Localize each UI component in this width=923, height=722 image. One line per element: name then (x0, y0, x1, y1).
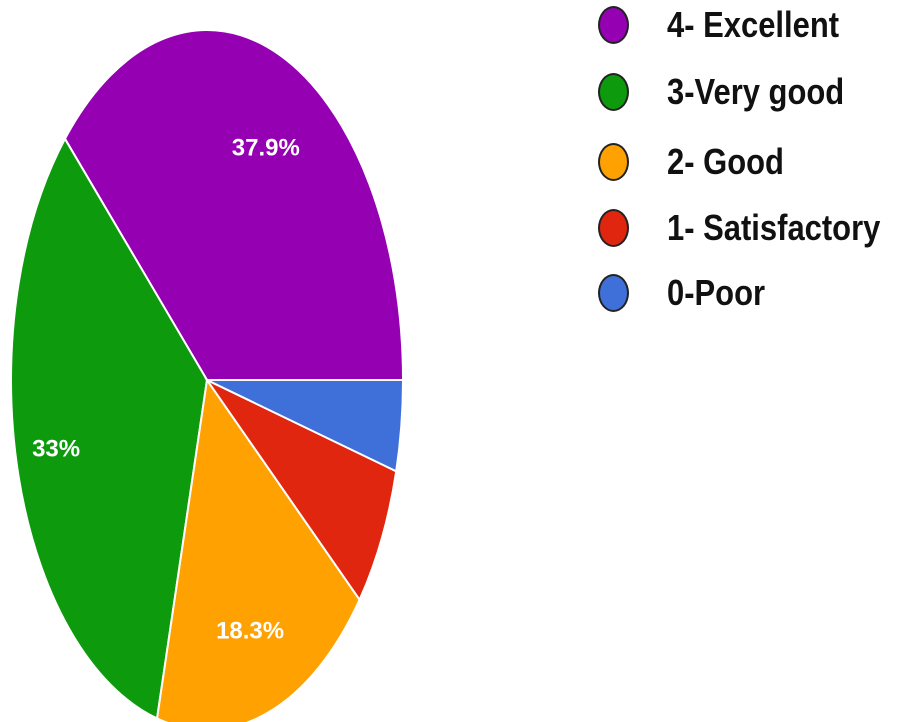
legend-marker-poor (598, 274, 629, 312)
legend-label-satisfactory: 1- Satisfactory (667, 207, 881, 248)
legend-item-satisfactory: 1- Satisfactory (598, 207, 915, 248)
legend-item-very-good: 3-Very good (598, 71, 915, 112)
legend-label-very-good: 3-Very good (667, 71, 845, 112)
legend-label-excellent: 4- Excellent (667, 4, 840, 45)
slice-satisfactory (204, 377, 398, 602)
slice-very-good (10, 136, 209, 720)
legend-item-excellent: 4- Excellent (598, 4, 915, 45)
legend-marker-satisfactory (598, 209, 629, 247)
legend-marker-good (598, 143, 629, 181)
slice-poor (206, 379, 405, 473)
slice-label-excellent: 37.9% (232, 134, 300, 161)
legend-marker-very-good (598, 73, 629, 111)
pie-slice-labels: 37.9% 33% 18.3% (32, 134, 300, 644)
legend-label-good: 2- Good (667, 141, 784, 182)
slice-label-good: 18.3% (216, 617, 284, 644)
legend-marker-excellent (598, 6, 629, 44)
slice-good (155, 377, 361, 722)
pie-slices (10, 29, 405, 722)
slice-label-very-good: 33% (32, 435, 80, 462)
slice-excellent (63, 29, 405, 381)
legend-item-good: 2- Good (598, 141, 915, 182)
legend: 4- Excellent 3-Very good 2- Good 1- Sati… (598, 4, 915, 341)
legend-item-poor: 0-Poor (598, 272, 915, 313)
legend-label-poor: 0-Poor (667, 272, 766, 313)
